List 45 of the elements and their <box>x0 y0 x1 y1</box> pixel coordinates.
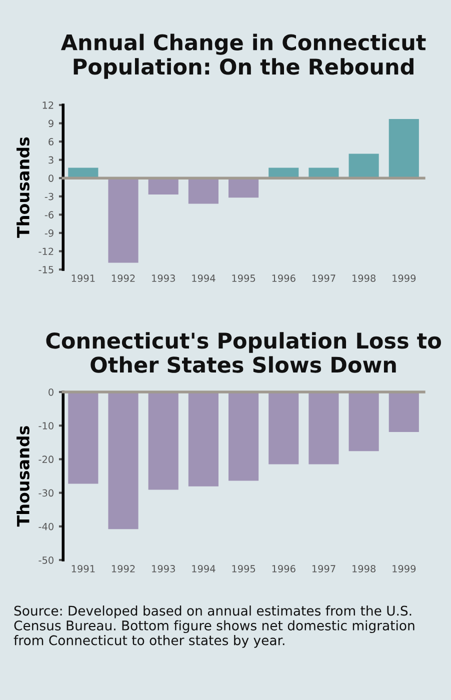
x-tick-label: 1992 <box>112 274 135 282</box>
x-tick-label: 1998 <box>352 274 376 282</box>
x-tick-label: 1994 <box>192 565 216 572</box>
bar <box>348 154 379 178</box>
y-tick-label: 12 <box>42 101 54 109</box>
y-tick-label: -6 <box>44 211 54 218</box>
x-tick-label: 1998 <box>352 565 376 572</box>
x-tick-label: 1991 <box>72 565 95 572</box>
x-tick-label: 1996 <box>272 565 296 572</box>
bar <box>108 178 138 263</box>
source-note: Source: Developed based on annual estimates from the U.S. Census Bureau. Bottom figure shows net domestic migration from Connecticut to other states by year. <box>14 606 414 648</box>
x-tick-label: 1994 <box>192 274 216 282</box>
bar <box>388 119 419 178</box>
y-tick-label: 0 <box>48 174 54 182</box>
y-axis-title: Thousands <box>16 426 30 527</box>
y-tick-label: -20 <box>38 456 54 464</box>
chart-title: Annual Change in Connecticut Population: On the Rebound <box>60 34 426 79</box>
y-tick-label: -12 <box>38 248 54 255</box>
y-tick-label: -50 <box>38 556 54 564</box>
x-tick-label: 1995 <box>232 274 256 282</box>
y-tick-label: -3 <box>44 192 54 200</box>
y-tick-label: 9 <box>48 120 54 128</box>
x-tick-label: 1996 <box>272 274 296 282</box>
y-tick-label: -30 <box>38 489 54 497</box>
chart-title: Connecticut's Population Loss to Other States Slows Down <box>46 332 441 373</box>
bar <box>228 178 259 198</box>
x-tick-label: 1995 <box>232 565 256 572</box>
x-tick-label: 1997 <box>312 565 336 572</box>
y-tick-label: 3 <box>48 156 54 164</box>
y-tick-label: 0 <box>48 388 54 396</box>
y-axis-title: Thousands <box>16 137 30 238</box>
y-tick-label: -10 <box>38 422 54 430</box>
x-tick-label: 1999 <box>392 274 416 282</box>
x-tick-label: 1991 <box>72 274 95 282</box>
x-tick-label: 1997 <box>312 274 336 282</box>
y-tick-label: -9 <box>44 229 54 237</box>
x-tick-label: 1999 <box>392 565 416 572</box>
x-tick-label: 1993 <box>152 565 175 572</box>
bar <box>188 178 218 204</box>
bar <box>148 178 178 195</box>
x-tick-label: 1992 <box>112 565 135 572</box>
y-tick-label: 6 <box>48 138 54 146</box>
y-tick-label: -40 <box>38 522 54 530</box>
y-tick-label: -15 <box>38 266 54 274</box>
x-tick-label: 1993 <box>152 274 175 282</box>
